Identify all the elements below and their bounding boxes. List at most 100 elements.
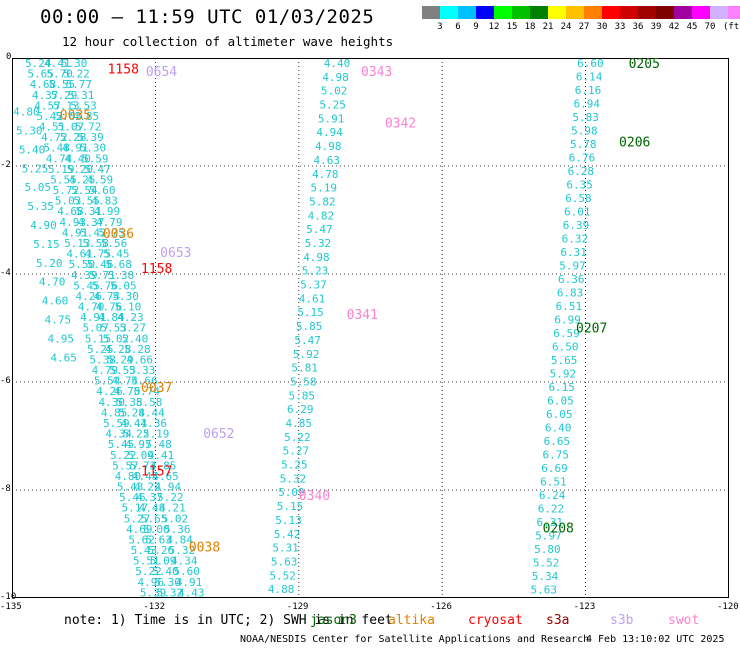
altika-value: 4.57 — [34, 99, 61, 112]
altika-value: 5.50 — [69, 258, 96, 271]
swh-value: 5.92 — [550, 368, 577, 381]
cryosat-value: 5.58 — [82, 237, 109, 250]
altika-value: 5.22 — [135, 565, 162, 578]
credit-text: NOAA/NESDIS Center for Satellite Applica… — [240, 634, 590, 645]
swh-value: 6.05 — [547, 395, 574, 408]
s3b-value: 5.38 — [108, 269, 135, 282]
map-title: 00:00 – 11:59 UTC 01/03/2025 — [40, 6, 375, 28]
altika-value: 5.27 — [124, 512, 151, 525]
swh-value: 5.47 — [306, 223, 333, 236]
cryosat-value: 4.41 — [44, 58, 71, 70]
scale-label: 12 — [488, 22, 500, 32]
pass-label: 0036 — [103, 227, 134, 242]
cryosat-value: 4.41 — [121, 417, 148, 430]
swh-value: 6.51 — [540, 476, 567, 489]
swh-value: 6.24 — [539, 489, 566, 502]
pass-label: 0340 — [299, 489, 330, 504]
scale-swatch — [458, 6, 476, 19]
pass-label: 1158 — [141, 262, 172, 277]
swh-value: 6.35 — [566, 179, 593, 192]
scale-label: (ft) — [723, 22, 740, 32]
scale-label: 24 — [560, 22, 572, 32]
swh-value: 6.28 — [568, 165, 595, 178]
scale-label: 33 — [614, 22, 626, 32]
x-tick-label: -132 — [143, 602, 166, 612]
s3b-value: 5.74 — [134, 385, 161, 398]
scale-label: 6 — [455, 22, 461, 32]
cryosat-value: 5.46 — [87, 258, 114, 271]
swh-value: 5.15 — [297, 306, 324, 319]
cryosat-value: 5.76 — [91, 279, 118, 292]
s3b-value: 5.10 — [115, 301, 142, 314]
cryosat-value: 4.45 — [159, 597, 186, 598]
s3b-value: 5.28 — [124, 343, 151, 356]
y-tick-label: -2 — [0, 160, 11, 170]
s3b-value: 5.53 — [70, 99, 97, 112]
swh-value: 5.83 — [572, 111, 599, 124]
s3b-value: 4.43 — [178, 586, 205, 598]
altika-value: 4.68 — [57, 205, 84, 218]
map-subtitle: 12 hour collection of altimeter wave hei… — [62, 34, 394, 49]
s3b-value: 5.60 — [173, 565, 200, 578]
cryosat-value: 4.75 — [85, 248, 112, 261]
swh-value: 5.63 — [271, 555, 298, 568]
y-tick-label: -8 — [0, 484, 11, 494]
cryosat-value: 4.37 — [136, 491, 163, 504]
swh-value: 5.80 — [534, 543, 561, 556]
swh-value: 6.01 — [564, 206, 591, 219]
cryosat-value: 4.22 — [134, 481, 161, 494]
s3b-value: 4.41 — [148, 449, 175, 462]
s3b-value: 4.85 — [73, 110, 100, 123]
plot-frame — [12, 58, 729, 598]
cryosat-value: 4.91 — [62, 142, 89, 155]
scale-label: 42 — [668, 22, 680, 32]
footer-note: note: 1) Time is in UTC; 2) SWH is in fe… — [64, 613, 393, 628]
left-pass-value: 4.75 — [45, 314, 72, 327]
cryosat-value: 5.29 — [107, 353, 134, 366]
swh-value: 6.99 — [554, 314, 581, 327]
scale-label: 27 — [578, 22, 590, 32]
s3b-value: 5.31 — [68, 89, 95, 102]
swh-value: 6.40 — [545, 422, 572, 435]
pass-label: 0037 — [141, 381, 172, 396]
swh-value: 5.92 — [293, 348, 320, 361]
pass-label: 0035 — [60, 108, 91, 123]
cryosat-value: 5.53 — [109, 364, 136, 377]
swh-value: 4.98 — [315, 140, 342, 153]
cryosat-value: 4.74 — [94, 290, 121, 303]
scale-swatch — [620, 6, 638, 19]
altika-value: 4.65 — [142, 597, 169, 598]
swh-value: 4.98 — [322, 71, 349, 84]
scale-swatch — [584, 6, 602, 19]
cryosat-value: 5.09 — [127, 449, 154, 462]
swh-value: 4.82 — [308, 209, 335, 222]
s3b-value: 4.99 — [94, 205, 121, 218]
swh-value: 5.73 — [266, 597, 293, 598]
altika-value: 5.15 — [85, 332, 112, 345]
swh-value: 6.29 — [287, 403, 314, 416]
s3b-value: 5.68 — [105, 258, 132, 271]
altika-value: 5.57 — [112, 459, 139, 472]
left-pass-value: 4.70 — [39, 276, 66, 289]
pass-label: 0207 — [576, 322, 607, 337]
scale-swatch — [656, 6, 674, 19]
swh-value: 5.34 — [532, 570, 559, 583]
cryosat-value: 5.07 — [58, 121, 85, 134]
swh-value: 6.69 — [541, 462, 568, 475]
altika-value: 5.07 — [82, 322, 109, 335]
s3b-value: 5.39 — [77, 131, 104, 144]
s3b-value: 4.21 — [159, 502, 186, 515]
cryosat-value: 5.30 — [154, 576, 181, 589]
cryosat-value: 4.37 — [78, 216, 105, 229]
s3b-value: 5.77 — [66, 78, 93, 91]
scale-swatch — [512, 6, 530, 19]
swh-value: 5.19 — [311, 182, 338, 195]
cryosat-value: 4.40 — [64, 152, 91, 165]
altika-value: 5.13 — [64, 237, 91, 250]
altika-value: 5.39 — [140, 586, 167, 598]
swh-value: 5.81 — [291, 362, 318, 375]
s3b-value: 4.66 — [126, 353, 153, 366]
swh-value: 5.23 — [302, 265, 329, 278]
cryosat-value: 4.76 — [96, 301, 123, 314]
swh-value: 5.82 — [309, 195, 336, 208]
